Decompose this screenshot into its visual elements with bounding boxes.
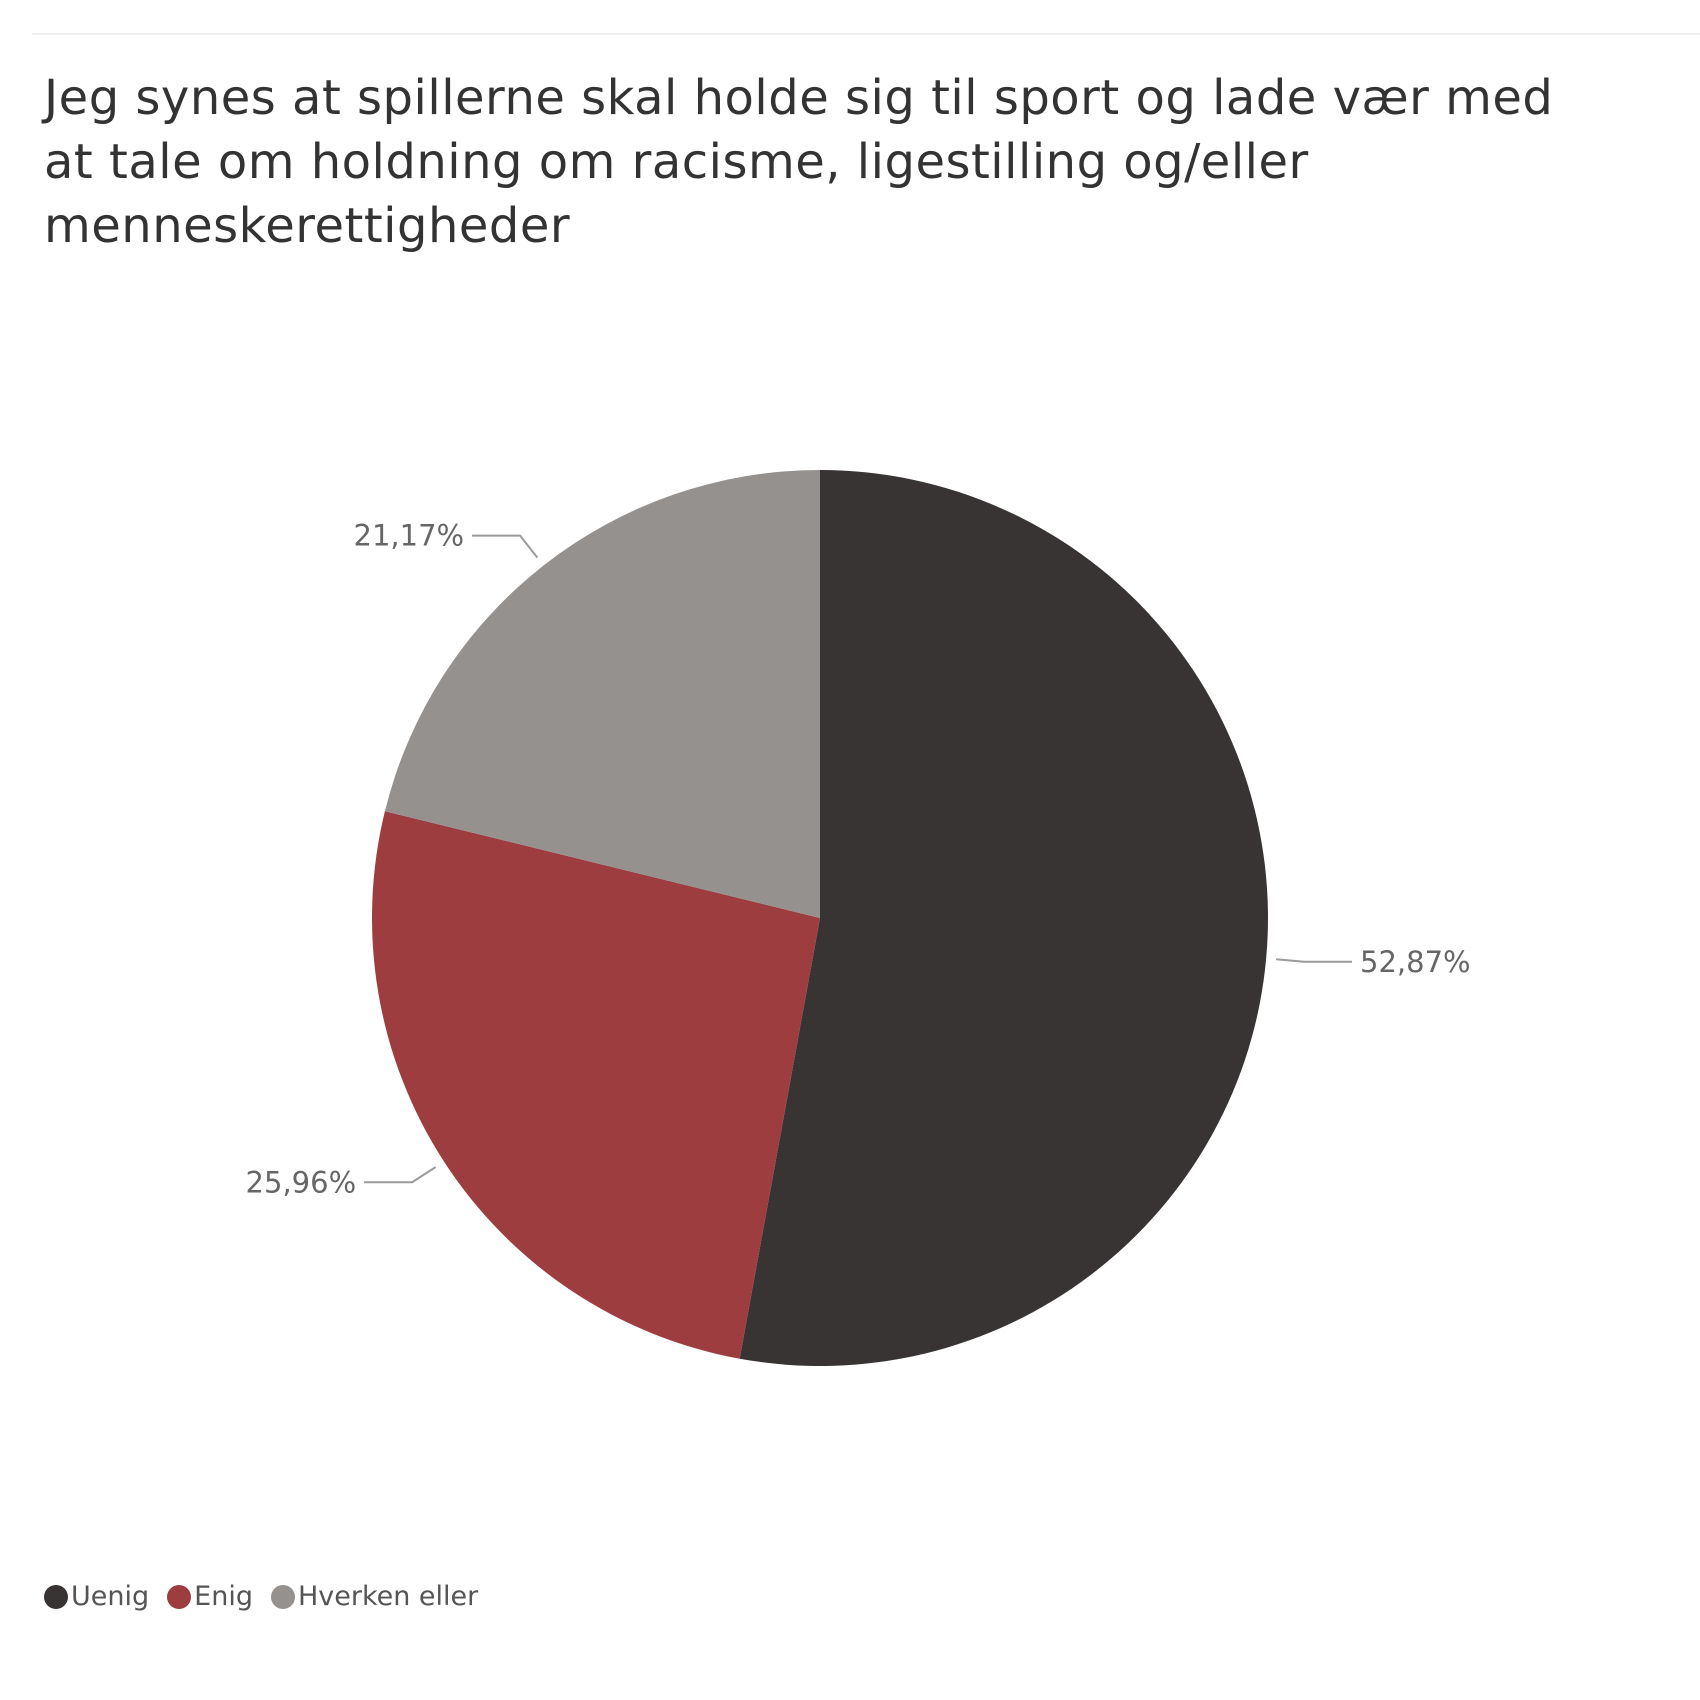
leader-line-hverken-eller xyxy=(472,534,539,559)
legend-label-enig: Enig xyxy=(194,1581,253,1612)
legend-item-enig[interactable]: Enig xyxy=(167,1581,253,1612)
data-label-enig: 25,96% xyxy=(246,1165,357,1199)
legend-dot-enig xyxy=(167,1584,192,1609)
legend-label-uenig: Uenig xyxy=(71,1581,150,1612)
top-divider xyxy=(32,33,1700,35)
pie-slice-uenig[interactable] xyxy=(739,470,1268,1366)
legend-dot-uenig xyxy=(44,1584,68,1609)
legend-label-hverken-eller: Hverken eller xyxy=(297,1581,479,1612)
leader-line-uenig xyxy=(1276,958,1353,963)
leader-line-enig xyxy=(364,1166,437,1184)
data-label-uenig: 52,87% xyxy=(1360,945,1471,979)
data-label-hverken-eller: 21,17% xyxy=(354,519,465,553)
chart-title: Jeg synes at spillerne skal holde sig ti… xyxy=(44,70,1554,254)
pie-slice-enig[interactable] xyxy=(371,811,820,1359)
legend-item-hverken-eller[interactable]: Hverken eller xyxy=(270,1581,479,1612)
legend-dot-hverken-eller xyxy=(270,1584,295,1609)
legend-item-uenig[interactable]: Uenig xyxy=(44,1581,149,1612)
pie-slice-hverken-eller[interactable] xyxy=(384,470,820,918)
chart-legend: Uenig Enig Hverken eller xyxy=(44,1581,496,1612)
